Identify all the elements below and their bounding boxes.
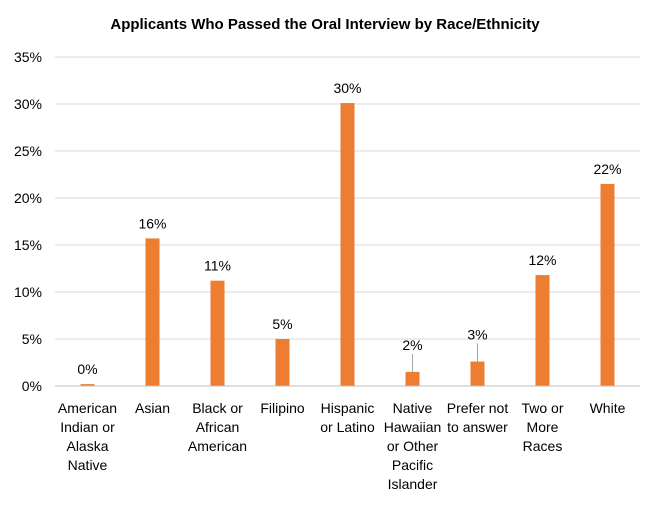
- y-tick-label: 15%: [14, 237, 42, 253]
- data-label: 30%: [333, 80, 361, 96]
- data-label: 0%: [77, 361, 97, 377]
- x-tick-label: Prefer not to answer: [447, 400, 509, 435]
- x-tick-label: Filipino: [260, 400, 305, 416]
- x-axis-categories: American Indian or Alaska Native Asian Black …: [58, 400, 626, 492]
- data-label: 16%: [138, 215, 166, 231]
- x-tick-label: Asian: [135, 400, 170, 416]
- data-label: 3%: [467, 327, 487, 343]
- bar: [405, 371, 420, 386]
- x-tick-label: Native Hawaiian or Other Pacific Islander: [384, 400, 442, 492]
- bar: [145, 238, 160, 386]
- y-tick-label: 30%: [14, 96, 42, 112]
- y-axis-ticks: 0% 5% 10% 15% 20% 25% 30% 35%: [14, 49, 42, 394]
- y-tick-label: 0%: [22, 378, 42, 394]
- x-tick-label: Black or African American: [188, 400, 247, 454]
- data-label: 11%: [204, 258, 231, 274]
- bars: [80, 103, 615, 386]
- x-tick-label: Hispanic or Latino: [320, 400, 375, 435]
- y-tick-label: 25%: [14, 143, 42, 159]
- data-label: 2%: [402, 337, 422, 353]
- data-label: 5%: [272, 316, 292, 332]
- y-tick-label: 5%: [22, 331, 42, 347]
- x-tick-label: American Indian or Alaska Native: [58, 400, 117, 473]
- bar: [275, 339, 290, 386]
- bar: [470, 361, 485, 386]
- data-labels: 0% 16% 11% 5% 30% 2% 3% 12% 22%: [77, 80, 621, 377]
- chart-title: Applicants Who Passed the Oral Interview…: [110, 16, 540, 33]
- data-label: 12%: [528, 252, 556, 268]
- data-label: 22%: [593, 161, 621, 177]
- bar: [80, 384, 95, 386]
- bar: [600, 183, 615, 386]
- y-tick-label: 35%: [14, 49, 42, 65]
- bar: [210, 280, 225, 386]
- bar: [340, 103, 355, 386]
- y-tick-label: 20%: [14, 190, 42, 206]
- x-tick-label: White: [590, 400, 626, 416]
- bar: [535, 275, 550, 386]
- y-tick-label: 10%: [14, 284, 42, 300]
- x-tick-label: Two or More Races: [521, 400, 563, 454]
